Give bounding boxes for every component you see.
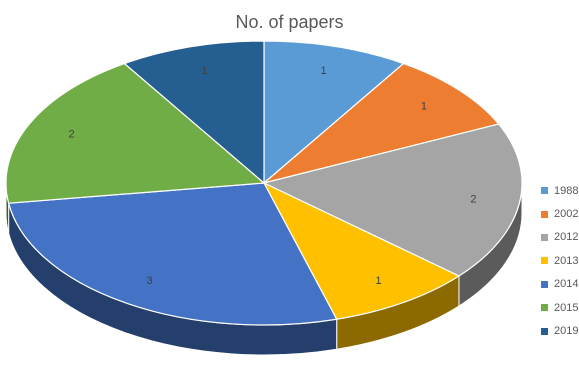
legend-swatch <box>541 304 548 312</box>
legend-swatch <box>541 187 548 195</box>
pie-slices <box>5 40 523 326</box>
data-label-1988: 1 <box>321 65 327 77</box>
legend-item-2013: 2013 <box>541 249 578 272</box>
data-label-2013: 1 <box>375 275 381 287</box>
pie-slice-2019 <box>123 40 265 185</box>
pie-slice-2002 <box>263 62 500 184</box>
legend-label: 2002 <box>554 208 579 221</box>
legend-item-2014: 2014 <box>541 273 578 296</box>
pie-slice-2015 <box>5 62 266 204</box>
data-label-2012: 2 <box>470 193 476 205</box>
legend-label: 2014 <box>554 278 579 291</box>
legend: 1988 2002 2012 2013 2014 2015 2019 <box>541 179 578 343</box>
legend-item-1988: 1988 <box>541 179 578 202</box>
data-labels: 1 1 2 1 3 2 1 <box>68 65 476 287</box>
legend-swatch <box>541 327 548 335</box>
pie-slice-2014 <box>7 182 338 326</box>
legend-item-2015: 2015 <box>541 296 578 319</box>
data-label-2019: 1 <box>201 65 207 77</box>
legend-label: 2015 <box>554 301 579 314</box>
legend-label: 2013 <box>554 254 579 267</box>
legend-swatch <box>541 233 548 241</box>
legend-item-2012: 2012 <box>541 226 578 249</box>
legend-item-2019: 2019 <box>541 319 578 342</box>
pie-slice-2012 <box>262 123 523 277</box>
legend-label: 1988 <box>554 184 579 197</box>
data-label-2014: 3 <box>147 275 153 287</box>
legend-item-2002: 2002 <box>541 202 578 225</box>
legend-label: 2012 <box>554 231 579 244</box>
pie-slice-2013 <box>262 181 461 320</box>
data-label-2015: 2 <box>68 129 74 141</box>
legend-label: 2019 <box>554 325 579 338</box>
pie-slice-1988 <box>263 40 405 185</box>
legend-swatch <box>541 280 548 288</box>
chart-title: No. of papers <box>235 12 344 32</box>
data-label-2002: 1 <box>421 101 427 113</box>
legend-swatch <box>541 210 548 218</box>
legend-swatch <box>541 257 548 265</box>
